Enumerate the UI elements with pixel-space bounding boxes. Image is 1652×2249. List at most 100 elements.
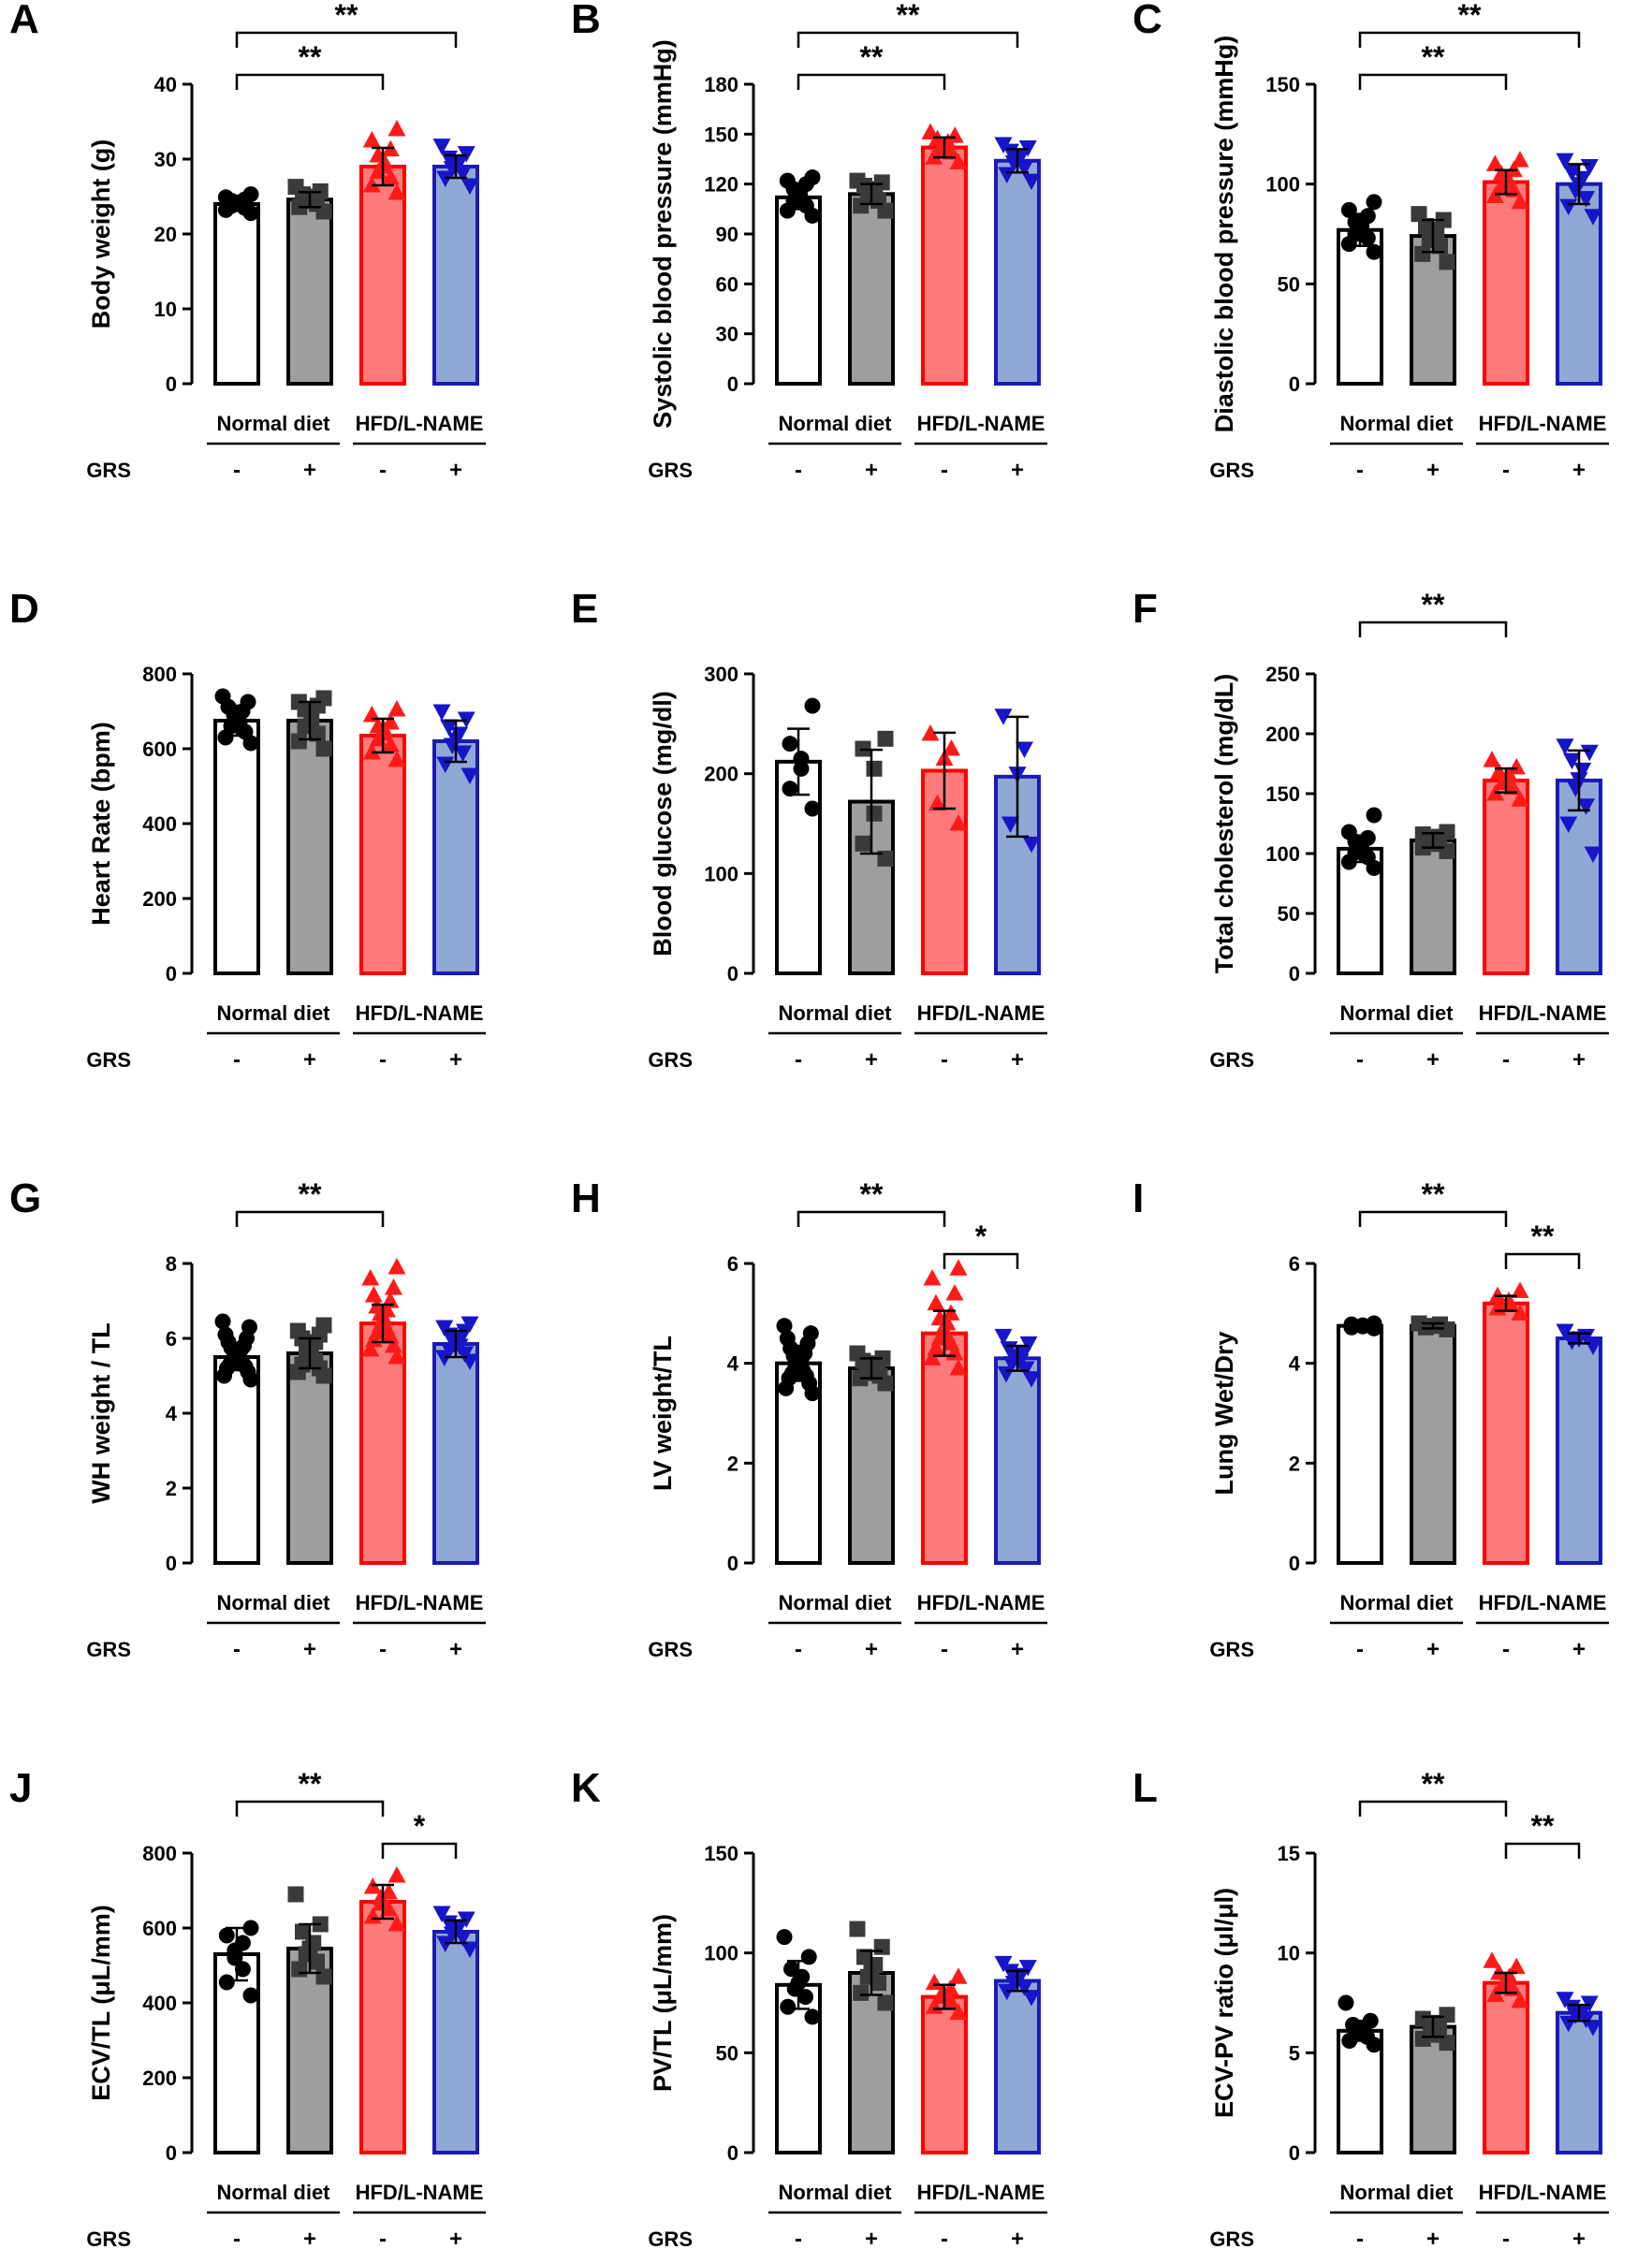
bar bbox=[286, 719, 333, 975]
significance-bracket bbox=[235, 31, 458, 48]
data-point bbox=[1414, 245, 1431, 262]
data-point bbox=[295, 1923, 311, 1940]
bar bbox=[1556, 778, 1602, 975]
significance-label: * bbox=[975, 1219, 987, 1253]
data-point bbox=[1359, 829, 1376, 846]
bar bbox=[994, 158, 1041, 386]
bar bbox=[286, 197, 333, 386]
bar bbox=[432, 1930, 479, 2154]
grs-sign: + bbox=[1011, 458, 1024, 483]
grs-sign: - bbox=[379, 2227, 387, 2249]
data-point bbox=[387, 751, 406, 767]
data-point bbox=[1556, 153, 1574, 170]
y-axis-label: LV weight/TL bbox=[649, 1336, 677, 1491]
data-point bbox=[873, 174, 890, 191]
data-point bbox=[1511, 151, 1529, 168]
grs-sign: - bbox=[1502, 1637, 1510, 1662]
panel-letter: K bbox=[571, 1765, 601, 1811]
data-point bbox=[384, 1336, 402, 1353]
grs-sign: - bbox=[795, 1047, 802, 1073]
bar bbox=[848, 1366, 895, 1565]
data-point bbox=[866, 760, 883, 777]
panel-letter: I bbox=[1133, 1176, 1144, 1221]
data-point bbox=[1511, 1281, 1529, 1298]
data-point bbox=[241, 1319, 257, 1336]
bar bbox=[1556, 1336, 1602, 1565]
data-point bbox=[782, 781, 798, 797]
grs-sign: - bbox=[941, 1637, 948, 1662]
data-point bbox=[440, 719, 458, 736]
bar bbox=[432, 165, 479, 386]
grs-label: GRS bbox=[648, 1638, 693, 1661]
data-point bbox=[800, 1949, 817, 1965]
grs-sign: + bbox=[449, 1637, 462, 1662]
group-label: Normal diet bbox=[778, 412, 892, 435]
data-point bbox=[379, 1883, 398, 1900]
data-point bbox=[287, 179, 304, 196]
data-point bbox=[1559, 816, 1578, 833]
grs-label: GRS bbox=[648, 1048, 693, 1072]
y-tick-label: 60 bbox=[716, 272, 738, 296]
data-point bbox=[793, 751, 810, 767]
grs-sign: - bbox=[379, 1047, 387, 1073]
panel-letter: L bbox=[1133, 1765, 1158, 1811]
y-axis-label: WH weight / TL bbox=[87, 1322, 115, 1503]
data-point bbox=[921, 123, 940, 140]
bar bbox=[432, 1342, 479, 1565]
data-point bbox=[804, 169, 821, 186]
data-point bbox=[1507, 757, 1526, 775]
data-point bbox=[1366, 243, 1382, 260]
data-point bbox=[289, 1322, 306, 1339]
data-point bbox=[432, 704, 451, 721]
bar bbox=[1337, 2028, 1383, 2155]
bar bbox=[775, 759, 822, 975]
grs-sign: + bbox=[303, 2227, 316, 2249]
panel-letter: E bbox=[571, 586, 598, 632]
y-axis-label: Body weight (g) bbox=[87, 139, 115, 329]
y-tick-label: 20 bbox=[154, 223, 177, 246]
data-point bbox=[782, 736, 798, 752]
y-tick-label: 2 bbox=[727, 1452, 738, 1475]
data-point bbox=[387, 1348, 406, 1365]
data-point bbox=[945, 1284, 964, 1301]
data-point bbox=[938, 1314, 957, 1331]
significance-label: ** bbox=[1531, 1809, 1555, 1843]
group-label: Normal diet bbox=[216, 1001, 330, 1025]
panel-letter: J bbox=[9, 1765, 32, 1811]
grs-sign: - bbox=[941, 1047, 948, 1073]
significance-bracket bbox=[1358, 73, 1508, 90]
y-axis-label: ECV-PV ratio (μl/μl) bbox=[1210, 1888, 1238, 2118]
data-point bbox=[381, 713, 400, 730]
grs-sign: + bbox=[1011, 1047, 1024, 1073]
group-label: HFD/L-NAME bbox=[917, 2181, 1045, 2204]
data-point bbox=[780, 1998, 797, 2015]
data-point bbox=[387, 183, 406, 200]
significance-bracket bbox=[1358, 31, 1581, 48]
data-point bbox=[387, 1915, 406, 1932]
bar bbox=[921, 145, 968, 386]
y-tick-label: 200 bbox=[142, 887, 177, 911]
data-point bbox=[1359, 208, 1376, 225]
data-point bbox=[849, 172, 866, 189]
significance-bracket bbox=[235, 1800, 385, 1817]
y-tick-label: 4 bbox=[727, 1352, 739, 1376]
data-point bbox=[242, 1920, 259, 1936]
data-point bbox=[315, 1317, 332, 1334]
group-label: HFD/L-NAME bbox=[1479, 412, 1607, 435]
data-point bbox=[381, 736, 400, 752]
bar bbox=[1483, 1980, 1529, 2155]
data-point bbox=[856, 1949, 872, 1965]
y-axis-label: Heart Rate (bpm) bbox=[87, 722, 115, 926]
y-tick-label: 800 bbox=[142, 663, 177, 686]
data-point bbox=[1504, 778, 1522, 796]
bar bbox=[213, 202, 260, 386]
data-point bbox=[802, 1325, 819, 1342]
significance-label: ** bbox=[1422, 40, 1445, 74]
y-axis-label: ECV/TL (μL/mm) bbox=[87, 1905, 115, 2101]
bar bbox=[994, 1979, 1041, 2155]
y-tick-label: 200 bbox=[1265, 723, 1300, 746]
grs-label: GRS bbox=[86, 1048, 131, 1072]
y-tick-label: 800 bbox=[142, 1842, 177, 1865]
data-point bbox=[315, 740, 332, 757]
